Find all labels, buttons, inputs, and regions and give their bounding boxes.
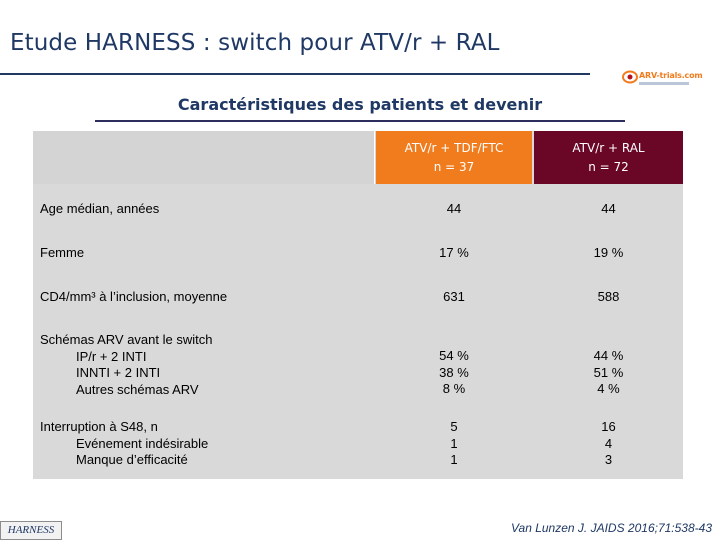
row-label-text: Age médian, années <box>40 201 160 216</box>
characteristics-table <box>33 131 683 479</box>
cell-cd4-tdf: 631 <box>376 289 532 306</box>
cell-value: 1 <box>450 452 458 467</box>
cell-value: 4 % <box>597 381 620 396</box>
column-header-name: ATV/r + TDF/FTC <box>404 140 504 155</box>
logo-swirl-icon <box>622 70 638 84</box>
logo-tagline-bar <box>639 82 689 85</box>
slide-subtitle: Caractéristiques des patients et devenir <box>177 95 543 114</box>
row-sublabel: IP/r + 2 INTI <box>76 348 147 364</box>
row-sublabel: INNTI + 2 INTI <box>76 365 161 380</box>
row-sublabel: Manque d’efficacité <box>76 452 188 467</box>
study-name-tag: HARNESS <box>0 521 62 540</box>
row-label-femme: Femme <box>40 245 84 262</box>
row-label-interruption: Interruption à S48, n Evénement indésira… <box>40 419 208 469</box>
cell-value: 631 <box>443 289 465 304</box>
cell-value: 5 <box>450 419 458 434</box>
cell-value: 38 % <box>439 364 469 380</box>
row-sublabel: Autres schémas ARV <box>76 381 199 397</box>
row-label-text: Interruption à S48, n <box>40 419 158 434</box>
cell-femme-ral: 19 % <box>534 245 683 262</box>
cell-value: 44 <box>446 201 462 216</box>
cell-value: 17 % <box>439 245 469 260</box>
column-header-name: ATV/r + RAL <box>572 140 645 155</box>
cell-value: 3 <box>604 452 613 467</box>
column-header-n: n = 72 <box>588 159 629 174</box>
cell-schemas-tdf: 54 % 38 % 8 % <box>376 348 532 398</box>
cell-value: 16 <box>601 419 616 434</box>
column-header-atv-tdf-ftc: ATV/r + TDF/FTC n = 37 <box>376 131 532 184</box>
row-label-schemas: Schémas ARV avant le switch IP/r + 2 INT… <box>40 332 212 398</box>
row-label-cd4: CD4/mm³ à l’inclusion, moyenne <box>40 289 227 306</box>
cell-value: 44 <box>601 201 616 216</box>
cell-age-ral: 44 <box>534 201 683 218</box>
cell-cd4-ral: 588 <box>534 289 683 306</box>
row-label-text: Femme <box>40 245 85 260</box>
cell-value: 588 <box>597 289 620 304</box>
row-label-text: CD4/mm³ à l’inclusion, moyenne <box>40 289 228 304</box>
table-header-blank <box>33 131 375 184</box>
row-sublabel: Evénement indésirable <box>76 435 209 451</box>
cell-interruption-tdf: 5 1 1 <box>376 419 532 469</box>
title-underline <box>0 73 590 75</box>
row-label-age: Age médian, années <box>40 201 159 218</box>
cell-value: 19 % <box>593 245 624 260</box>
subtitle-underline <box>95 120 625 122</box>
row-label-text: Schémas ARV avant le switch <box>40 332 213 347</box>
arv-trials-logo: ARV-trials.com <box>622 68 714 90</box>
cell-age-tdf: 44 <box>376 201 532 218</box>
cell-value: 1 <box>450 435 458 451</box>
reference-citation: Van Lunzen J. JAIDS 2016;71:538-43 <box>510 521 712 535</box>
cell-value: 44 % <box>593 348 624 363</box>
logo-text: ARV-trials.com <box>639 71 703 80</box>
column-header-n: n = 37 <box>433 159 475 174</box>
column-header-atv-ral: ATV/r + RAL n = 72 <box>534 131 683 184</box>
cell-value: 4 <box>604 435 613 451</box>
cell-interruption-ral: 16 4 3 <box>534 419 683 469</box>
slide-title: Etude HARNESS : switch pour ATV/r + RAL <box>10 30 500 56</box>
cell-schemas-ral: 44 % 51 % 4 % <box>534 348 683 398</box>
cell-value: 51 % <box>593 364 624 380</box>
cell-femme-tdf: 17 % <box>376 245 532 262</box>
cell-value: 8 % <box>442 381 466 396</box>
cell-value: 54 % <box>439 348 469 363</box>
